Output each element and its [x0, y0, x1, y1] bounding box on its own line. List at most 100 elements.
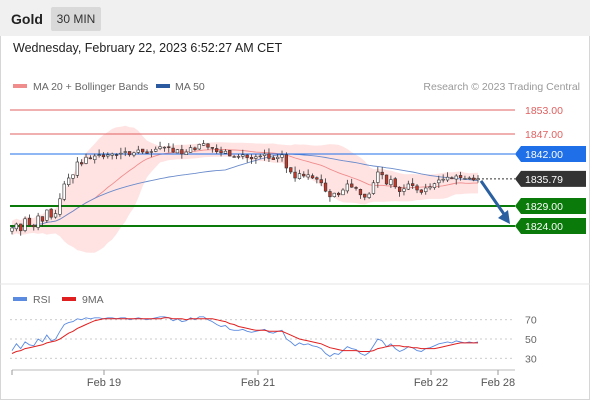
level-tag-1829.00: 1829.00 — [515, 198, 586, 214]
candle-body — [19, 223, 23, 232]
candle-body — [80, 162, 84, 165]
candle-body — [249, 157, 254, 160]
candle-body — [132, 152, 136, 156]
candle-body — [254, 156, 258, 159]
candle-body — [162, 146, 167, 149]
candle-body — [202, 143, 206, 146]
candle-body — [149, 151, 154, 153]
candle-body — [36, 215, 40, 228]
candle-body — [167, 146, 171, 148]
candle-body — [10, 227, 14, 232]
candle-body — [297, 173, 302, 180]
candle-body — [389, 179, 393, 186]
rsi-ma-legend-label: 9MA — [82, 294, 104, 306]
candle-body — [332, 192, 336, 197]
candle-body — [275, 156, 280, 159]
candle-body — [402, 188, 406, 192]
candle-body — [454, 175, 458, 180]
candle-body — [49, 208, 53, 218]
candle-body — [45, 209, 49, 221]
candle-body — [363, 193, 367, 198]
candle-body — [175, 149, 180, 154]
ma20-legend-label: MA 20 + Bollinger Bands — [33, 81, 148, 93]
timeframe-badge[interactable]: 30 MIN — [51, 7, 101, 31]
rsi-line — [11, 316, 479, 357]
candle-body — [154, 148, 158, 152]
forecast-arrow-head — [498, 210, 510, 224]
x-axis: Feb 19 Feb 21 Feb 22 Feb 28 — [11, 369, 515, 389]
candle-body — [40, 216, 45, 222]
level-label-1853.00: 1853.00 — [525, 105, 563, 117]
rsi-tick-30: 30 — [525, 353, 537, 365]
candle-body — [114, 154, 119, 156]
candle-body — [67, 177, 71, 185]
candle-body — [328, 191, 332, 198]
candle-body — [262, 153, 267, 156]
candle-body — [215, 148, 219, 152]
candle-body — [75, 161, 80, 176]
candle-body — [384, 174, 389, 185]
bollinger-band — [12, 125, 478, 253]
ma20-legend-swatch — [13, 84, 27, 88]
candle-body — [350, 183, 354, 188]
ma50-legend-label: MA 50 — [175, 81, 205, 93]
candle-body — [206, 143, 210, 148]
candle-body — [193, 147, 197, 150]
candle-body — [315, 177, 319, 180]
instrument-title: Gold — [11, 11, 43, 27]
level-label-1829.00: 1829.00 — [525, 201, 563, 213]
title-bar: Gold 30 MIN — [0, 0, 590, 36]
candle-body — [141, 148, 145, 153]
level-labels-group: 1853.00 1847.00 1842.00 1835.79 1829.00 1824.… — [515, 105, 586, 234]
candle-body — [84, 156, 88, 164]
level-label-1835.79: 1835.79 — [525, 174, 563, 186]
candle-body — [228, 150, 232, 157]
candle-body — [197, 144, 201, 150]
candle-body — [188, 147, 193, 153]
candle-body — [241, 154, 245, 157]
candle-body — [397, 186, 402, 192]
candle-body — [145, 151, 149, 154]
candle-body — [271, 157, 276, 160]
rsi-legend-swatch — [13, 297, 27, 301]
candle-body — [171, 147, 175, 153]
candle-body — [136, 149, 140, 153]
candle-body — [336, 192, 341, 196]
candle-body — [293, 171, 297, 179]
candle-body — [14, 223, 19, 230]
candle-body — [180, 149, 184, 155]
candle-body — [236, 156, 241, 158]
rsi-legend: RSI 9MA — [13, 294, 104, 306]
candle-body — [289, 167, 293, 173]
timestamp: Wednesday, February 22, 2023 6:52:27 AM … — [13, 41, 283, 55]
candle-body — [106, 154, 110, 157]
candle-body — [419, 189, 424, 193]
candle-body — [258, 155, 262, 158]
candle-body — [280, 154, 284, 158]
candle-body — [415, 185, 419, 191]
candle-body — [463, 178, 467, 180]
rsi-ma-line — [11, 317, 478, 354]
rsi-ma-legend-swatch — [62, 297, 76, 301]
candle-body — [93, 155, 97, 161]
level-label-1842.00: 1842.00 — [525, 149, 563, 161]
candle-body — [245, 154, 249, 158]
candle-body — [341, 189, 345, 196]
candle-body — [306, 174, 310, 178]
candle-body — [101, 154, 106, 158]
ma50-line — [11, 153, 479, 229]
candle-body — [345, 183, 350, 192]
level-tag-shape — [515, 218, 586, 234]
candle-body — [410, 183, 415, 186]
level-tag-shape — [515, 198, 586, 214]
copyright-label: Research © 2023 Trading Central — [423, 81, 580, 93]
candle-body — [97, 154, 101, 157]
candle-body — [367, 193, 371, 198]
candle-body — [32, 224, 36, 228]
candle-body — [371, 182, 376, 194]
candle-body — [71, 174, 75, 179]
ma50-legend-swatch — [156, 84, 170, 88]
candle-body — [284, 154, 289, 169]
candle-body — [210, 147, 215, 149]
